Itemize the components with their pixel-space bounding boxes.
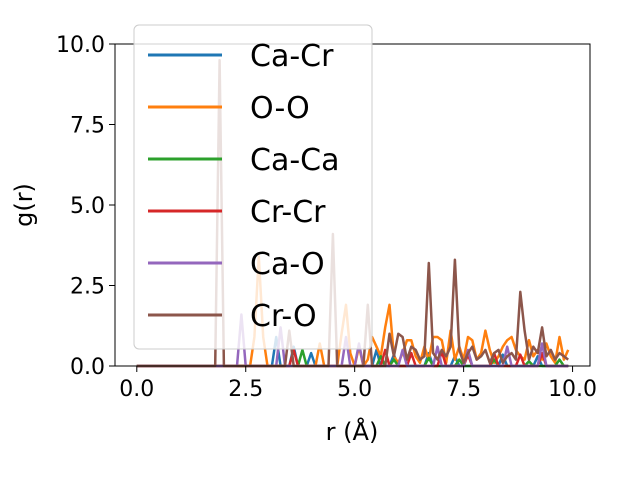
y-tick-label: 5.0 xyxy=(70,194,105,219)
x-tick-label: 5.0 xyxy=(337,377,372,402)
y-axis-label: g(r) xyxy=(10,183,38,227)
legend-label-cr-o: Cr-O xyxy=(250,299,317,334)
x-tick-label: 10.0 xyxy=(548,377,597,402)
y-tick-label: 7.5 xyxy=(70,114,105,139)
x-tick-label: 7.5 xyxy=(446,377,481,402)
legend: Ca-Cr O-O Ca-Ca Cr-Cr Ca-O Cr-O xyxy=(133,24,373,350)
x-tick-label: 2.5 xyxy=(228,377,263,402)
legend-label-ca-cr: Ca-Cr xyxy=(250,39,334,74)
x-axis-label: r (Å) xyxy=(326,417,379,446)
x-tick-label: 0.0 xyxy=(119,377,154,402)
ticks-layer: 0.0 2.5 5.0 7.5 10.0 0.0 2.5 5.0 7.5 10.0 xyxy=(56,33,597,402)
legend-label-ca-o: Ca-O xyxy=(250,247,325,282)
legend-label-cr-cr: Cr-Cr xyxy=(250,195,326,230)
y-tick-label: 2.5 xyxy=(70,275,105,300)
y-tick-label: 10.0 xyxy=(56,33,105,58)
y-tick-label: 0.0 xyxy=(70,355,105,380)
legend-label-ca-ca: Ca-Ca xyxy=(250,143,340,178)
legend-label-o-o: O-O xyxy=(250,91,310,126)
